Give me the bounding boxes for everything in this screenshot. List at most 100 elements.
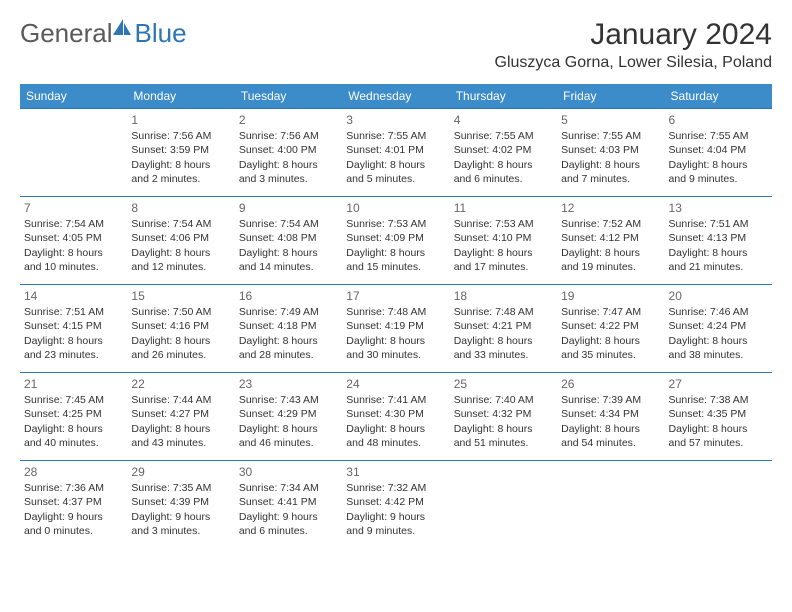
weekday-header: Friday [557, 84, 664, 109]
sunrise-text: Sunrise: 7:46 AM [669, 305, 768, 319]
empty-cell [665, 461, 772, 549]
daylight-text-2: and 2 minutes. [131, 172, 230, 186]
calendar-body: 1 Sunrise: 7:56 AM Sunset: 3:59 PM Daylight… [20, 109, 772, 549]
day-cell: 10Sunrise: 7:53 AMSunset: 4:09 PMDayligh… [342, 197, 449, 285]
sunrise-text: Sunrise: 7:51 AM [669, 217, 768, 231]
day-cell: 2Sunrise: 7:56 AMSunset: 4:00 PMDaylight… [235, 109, 342, 197]
daylight-text: Daylight: 8 hours [669, 158, 768, 172]
daylight-text-2: and 3 minutes. [239, 172, 338, 186]
sunset-text: Sunset: 4:16 PM [131, 319, 230, 333]
day-number: 18 [454, 288, 553, 304]
daylight-text-2: and 35 minutes. [561, 348, 660, 362]
day-cell: 11Sunrise: 7:53 AMSunset: 4:10 PMDayligh… [450, 197, 557, 285]
day-number: 8 [131, 200, 230, 216]
sunrise-text: Sunrise: 7:35 AM [131, 481, 230, 495]
sunset-text: Sunset: 4:39 PM [131, 495, 230, 509]
daylight-text-2: and 14 minutes. [239, 260, 338, 274]
sunrise-text: Sunrise: 7:51 AM [24, 305, 123, 319]
sunrise-text: Sunrise: 7:56 AM [239, 129, 338, 143]
logo-text-blue: Blue [135, 18, 187, 49]
day-cell: 3Sunrise: 7:55 AMSunset: 4:01 PMDaylight… [342, 109, 449, 197]
calendar-table: Sunday Monday Tuesday Wednesday Thursday… [20, 84, 772, 549]
daylight-text-2: and 10 minutes. [24, 260, 123, 274]
empty-cell [20, 109, 127, 197]
calendar-row: 7Sunrise: 7:54 AMSunset: 4:05 PMDaylight… [20, 197, 772, 285]
sunset-text: Sunset: 4:10 PM [454, 231, 553, 245]
daylight-text-2: and 7 minutes. [561, 172, 660, 186]
sunrise-text: Sunrise: 7:55 AM [346, 129, 445, 143]
daylight-text: Daylight: 8 hours [24, 334, 123, 348]
daylight-text: Daylight: 9 hours [239, 510, 338, 524]
day-number: 26 [561, 376, 660, 392]
calendar-row: 28Sunrise: 7:36 AMSunset: 4:37 PMDayligh… [20, 461, 772, 549]
day-cell: 29Sunrise: 7:35 AMSunset: 4:39 PMDayligh… [127, 461, 234, 549]
day-cell: 27Sunrise: 7:38 AMSunset: 4:35 PMDayligh… [665, 373, 772, 461]
calendar-row: 21Sunrise: 7:45 AMSunset: 4:25 PMDayligh… [20, 373, 772, 461]
day-number: 1 [131, 112, 230, 128]
daylight-text-2: and 26 minutes. [131, 348, 230, 362]
sunrise-text: Sunrise: 7:55 AM [561, 129, 660, 143]
daylight-text: Daylight: 8 hours [454, 158, 553, 172]
day-cell: 1Sunrise: 7:56 AMSunset: 3:59 PMDaylight… [127, 109, 234, 197]
daylight-text-2: and 30 minutes. [346, 348, 445, 362]
sunset-text: Sunset: 4:18 PM [239, 319, 338, 333]
day-cell: 21Sunrise: 7:45 AMSunset: 4:25 PMDayligh… [20, 373, 127, 461]
sunset-text: Sunset: 3:59 PM [131, 143, 230, 157]
weekday-header: Tuesday [235, 84, 342, 109]
day-cell: 23Sunrise: 7:43 AMSunset: 4:29 PMDayligh… [235, 373, 342, 461]
sunset-text: Sunset: 4:13 PM [669, 231, 768, 245]
day-cell: 19Sunrise: 7:47 AMSunset: 4:22 PMDayligh… [557, 285, 664, 373]
daylight-text: Daylight: 8 hours [239, 158, 338, 172]
daylight-text-2: and 33 minutes. [454, 348, 553, 362]
daylight-text-2: and 3 minutes. [131, 524, 230, 538]
sunset-text: Sunset: 4:02 PM [454, 143, 553, 157]
daylight-text: Daylight: 9 hours [131, 510, 230, 524]
daylight-text: Daylight: 8 hours [561, 246, 660, 260]
daylight-text: Daylight: 8 hours [346, 422, 445, 436]
sunrise-text: Sunrise: 7:54 AM [24, 217, 123, 231]
sunrise-text: Sunrise: 7:34 AM [239, 481, 338, 495]
day-number: 15 [131, 288, 230, 304]
day-number: 10 [346, 200, 445, 216]
sunrise-text: Sunrise: 7:47 AM [561, 305, 660, 319]
calendar-row: 14Sunrise: 7:51 AMSunset: 4:15 PMDayligh… [20, 285, 772, 373]
day-number: 24 [346, 376, 445, 392]
daylight-text-2: and 43 minutes. [131, 436, 230, 450]
daylight-text: Daylight: 8 hours [239, 334, 338, 348]
sunset-text: Sunset: 4:27 PM [131, 407, 230, 421]
sunset-text: Sunset: 4:05 PM [24, 231, 123, 245]
day-number: 27 [669, 376, 768, 392]
sunrise-text: Sunrise: 7:39 AM [561, 393, 660, 407]
month-title: January 2024 [495, 18, 772, 52]
empty-cell [450, 461, 557, 549]
sunset-text: Sunset: 4:30 PM [346, 407, 445, 421]
day-number: 9 [239, 200, 338, 216]
sunset-text: Sunset: 4:06 PM [131, 231, 230, 245]
daylight-text: Daylight: 8 hours [24, 422, 123, 436]
sunset-text: Sunset: 4:09 PM [346, 231, 445, 245]
sunset-text: Sunset: 4:12 PM [561, 231, 660, 245]
logo-sail-icon [111, 17, 133, 37]
daylight-text: Daylight: 8 hours [454, 246, 553, 260]
sunrise-text: Sunrise: 7:55 AM [669, 129, 768, 143]
daylight-text: Daylight: 8 hours [239, 246, 338, 260]
sunrise-text: Sunrise: 7:54 AM [239, 217, 338, 231]
daylight-text: Daylight: 8 hours [346, 158, 445, 172]
weekday-header: Thursday [450, 84, 557, 109]
logo-text-general: General [20, 18, 113, 49]
daylight-text: Daylight: 8 hours [561, 422, 660, 436]
sunset-text: Sunset: 4:08 PM [239, 231, 338, 245]
day-number: 30 [239, 464, 338, 480]
sunset-text: Sunset: 4:42 PM [346, 495, 445, 509]
sunset-text: Sunset: 4:32 PM [454, 407, 553, 421]
daylight-text-2: and 57 minutes. [669, 436, 768, 450]
day-cell: 6Sunrise: 7:55 AMSunset: 4:04 PMDaylight… [665, 109, 772, 197]
day-cell: 31Sunrise: 7:32 AMSunset: 4:42 PMDayligh… [342, 461, 449, 549]
daylight-text: Daylight: 9 hours [346, 510, 445, 524]
daylight-text: Daylight: 8 hours [669, 422, 768, 436]
day-number: 25 [454, 376, 553, 392]
day-cell: 28Sunrise: 7:36 AMSunset: 4:37 PMDayligh… [20, 461, 127, 549]
sunset-text: Sunset: 4:29 PM [239, 407, 338, 421]
title-block: January 2024 Gluszyca Gorna, Lower Siles… [495, 18, 772, 72]
day-number: 21 [24, 376, 123, 392]
